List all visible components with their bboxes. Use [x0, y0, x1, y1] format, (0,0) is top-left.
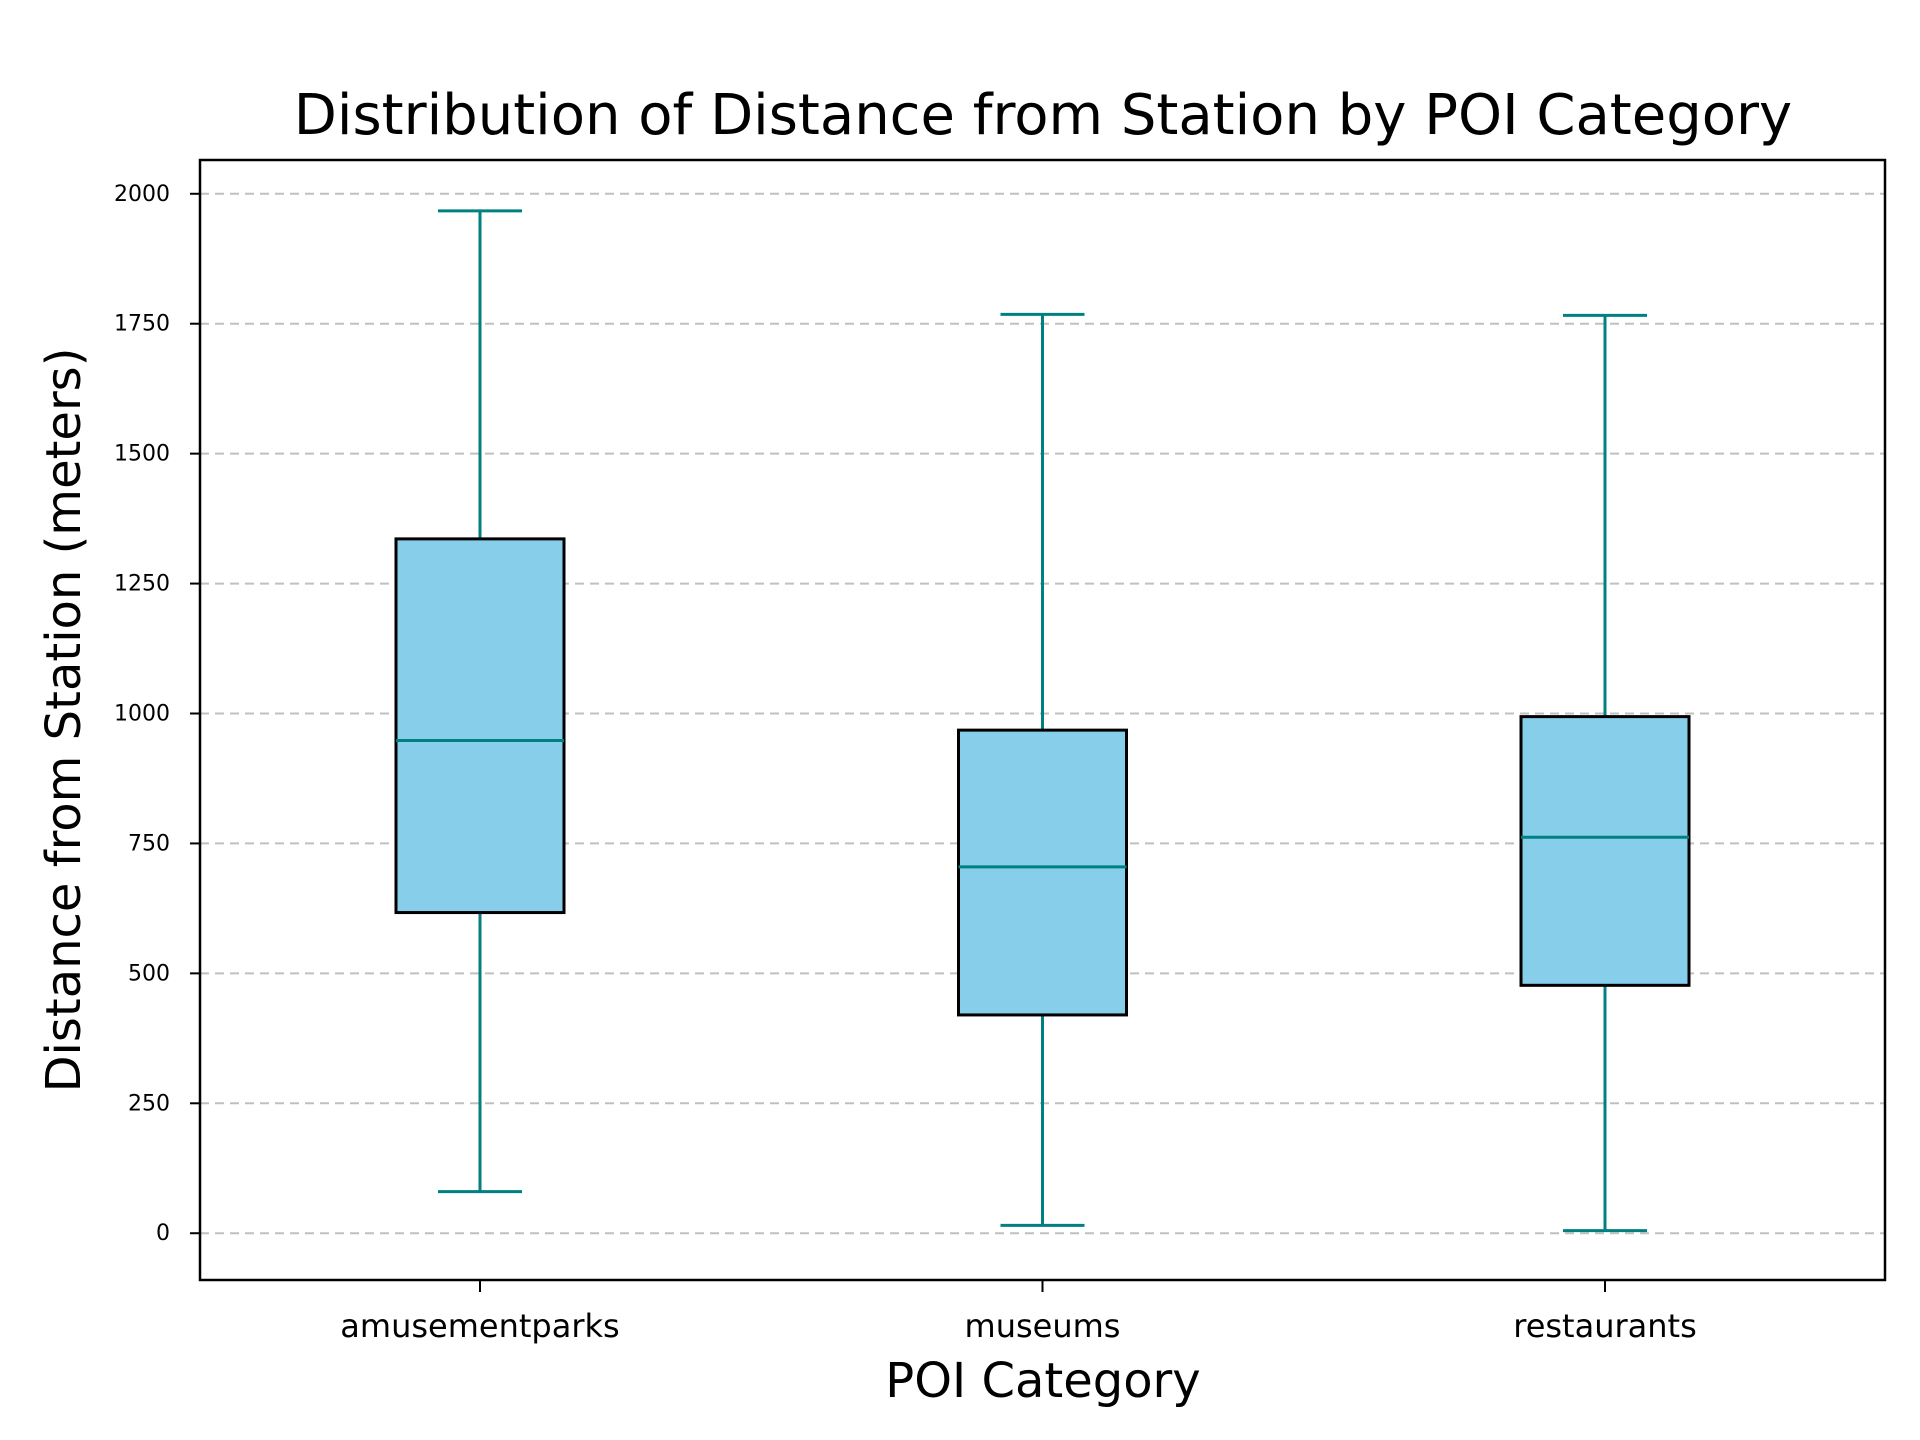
y-tick-label: 750 — [128, 831, 170, 856]
box-restaurants — [1519, 313, 1691, 1233]
box-museums — [957, 312, 1128, 1227]
iqr-box — [1519, 715, 1691, 987]
y-tick-label: 2000 — [114, 182, 170, 207]
y-tick-label: 500 — [128, 961, 170, 986]
y-tick-label: 250 — [128, 1091, 170, 1116]
x-axis-ticks: amusementparks museums restaurants — [340, 1280, 1697, 1345]
y-tick-label: 1750 — [114, 312, 170, 337]
iqr-box — [394, 537, 566, 915]
y-axis-ticks: 0 250 500 750 1000 1250 1500 1750 2000 — [114, 182, 200, 1246]
x-tick-label-museums: museums — [965, 1307, 1121, 1345]
chart-title: Distribution of Distance from Station by… — [294, 83, 1792, 148]
x-tick-label-restaurants: restaurants — [1513, 1307, 1697, 1345]
y-tick-label: 0 — [156, 1221, 170, 1246]
iqr-box — [957, 728, 1128, 1017]
x-tick-label-amusementparks: amusementparks — [340, 1307, 619, 1345]
y-tick-label: 1000 — [114, 702, 170, 727]
x-axis-title: POI Category — [885, 1353, 1200, 1409]
box-amusementparks — [394, 209, 566, 1194]
y-tick-label: 1250 — [114, 572, 170, 597]
boxes-group — [394, 209, 1691, 1233]
y-tick-label: 1500 — [114, 442, 170, 467]
y-axis-title: Distance from Station (meters) — [36, 348, 92, 1093]
